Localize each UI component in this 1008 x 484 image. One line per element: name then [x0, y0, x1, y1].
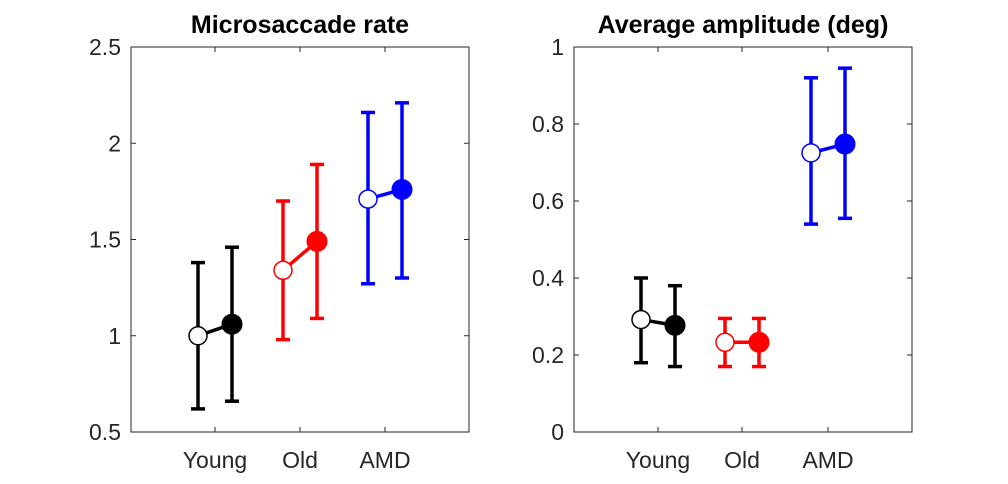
chart-panel-1: Microsaccade rate 0.5 1 1.5 2 2.5 Young Old AMD	[89, 11, 470, 473]
marker-open	[188, 326, 208, 346]
x-tick-label: Old	[724, 447, 760, 473]
y-tick-label: 0.6	[532, 188, 564, 214]
series-amd	[358, 101, 413, 286]
y-tick-label: 2	[108, 130, 121, 156]
marker-open	[715, 332, 735, 353]
x-tick-label: Old	[282, 447, 318, 473]
y-tick-label: 1	[108, 323, 121, 349]
axes-box	[573, 46, 913, 433]
y-tick-label: 1	[551, 34, 564, 60]
y-tick-label: 2.5	[89, 34, 121, 60]
y-tick-label: 0.8	[532, 111, 564, 137]
chart-title: Average amplitude (deg)	[598, 11, 889, 39]
x-tick-label: AMD	[359, 447, 410, 473]
chart-title: Microsaccade rate	[191, 11, 409, 39]
marker-open	[801, 143, 821, 163]
marker-filled	[834, 133, 856, 155]
y-tick-label: 0.2	[532, 342, 564, 368]
x-tick-label: AMD	[802, 447, 853, 473]
y-tick-label: 0.4	[532, 265, 564, 291]
y-tick-label: 0.5	[89, 419, 121, 445]
marker-open	[631, 309, 651, 330]
y-tick-label: 1.5	[89, 227, 121, 253]
marker-filled	[664, 314, 686, 336]
marker-open	[358, 189, 378, 209]
series-young	[631, 276, 686, 369]
y-tick-label: 0	[551, 419, 564, 445]
marker-filled	[306, 230, 328, 252]
axes-box	[130, 46, 470, 433]
series-young	[188, 245, 243, 411]
x-tick-label: Young	[626, 447, 690, 473]
chart-panel-2: Average amplitude (deg) 0 0.2 0.4 0.6 0.8 1 You…	[532, 11, 913, 473]
marker-filled	[391, 178, 413, 200]
series-amd	[801, 66, 856, 226]
x-tick-label: Young	[183, 447, 247, 473]
series-old	[715, 316, 770, 369]
series-old	[273, 162, 328, 342]
marker-filled	[748, 331, 770, 353]
marker-open	[273, 260, 293, 281]
marker-filled	[221, 313, 243, 335]
